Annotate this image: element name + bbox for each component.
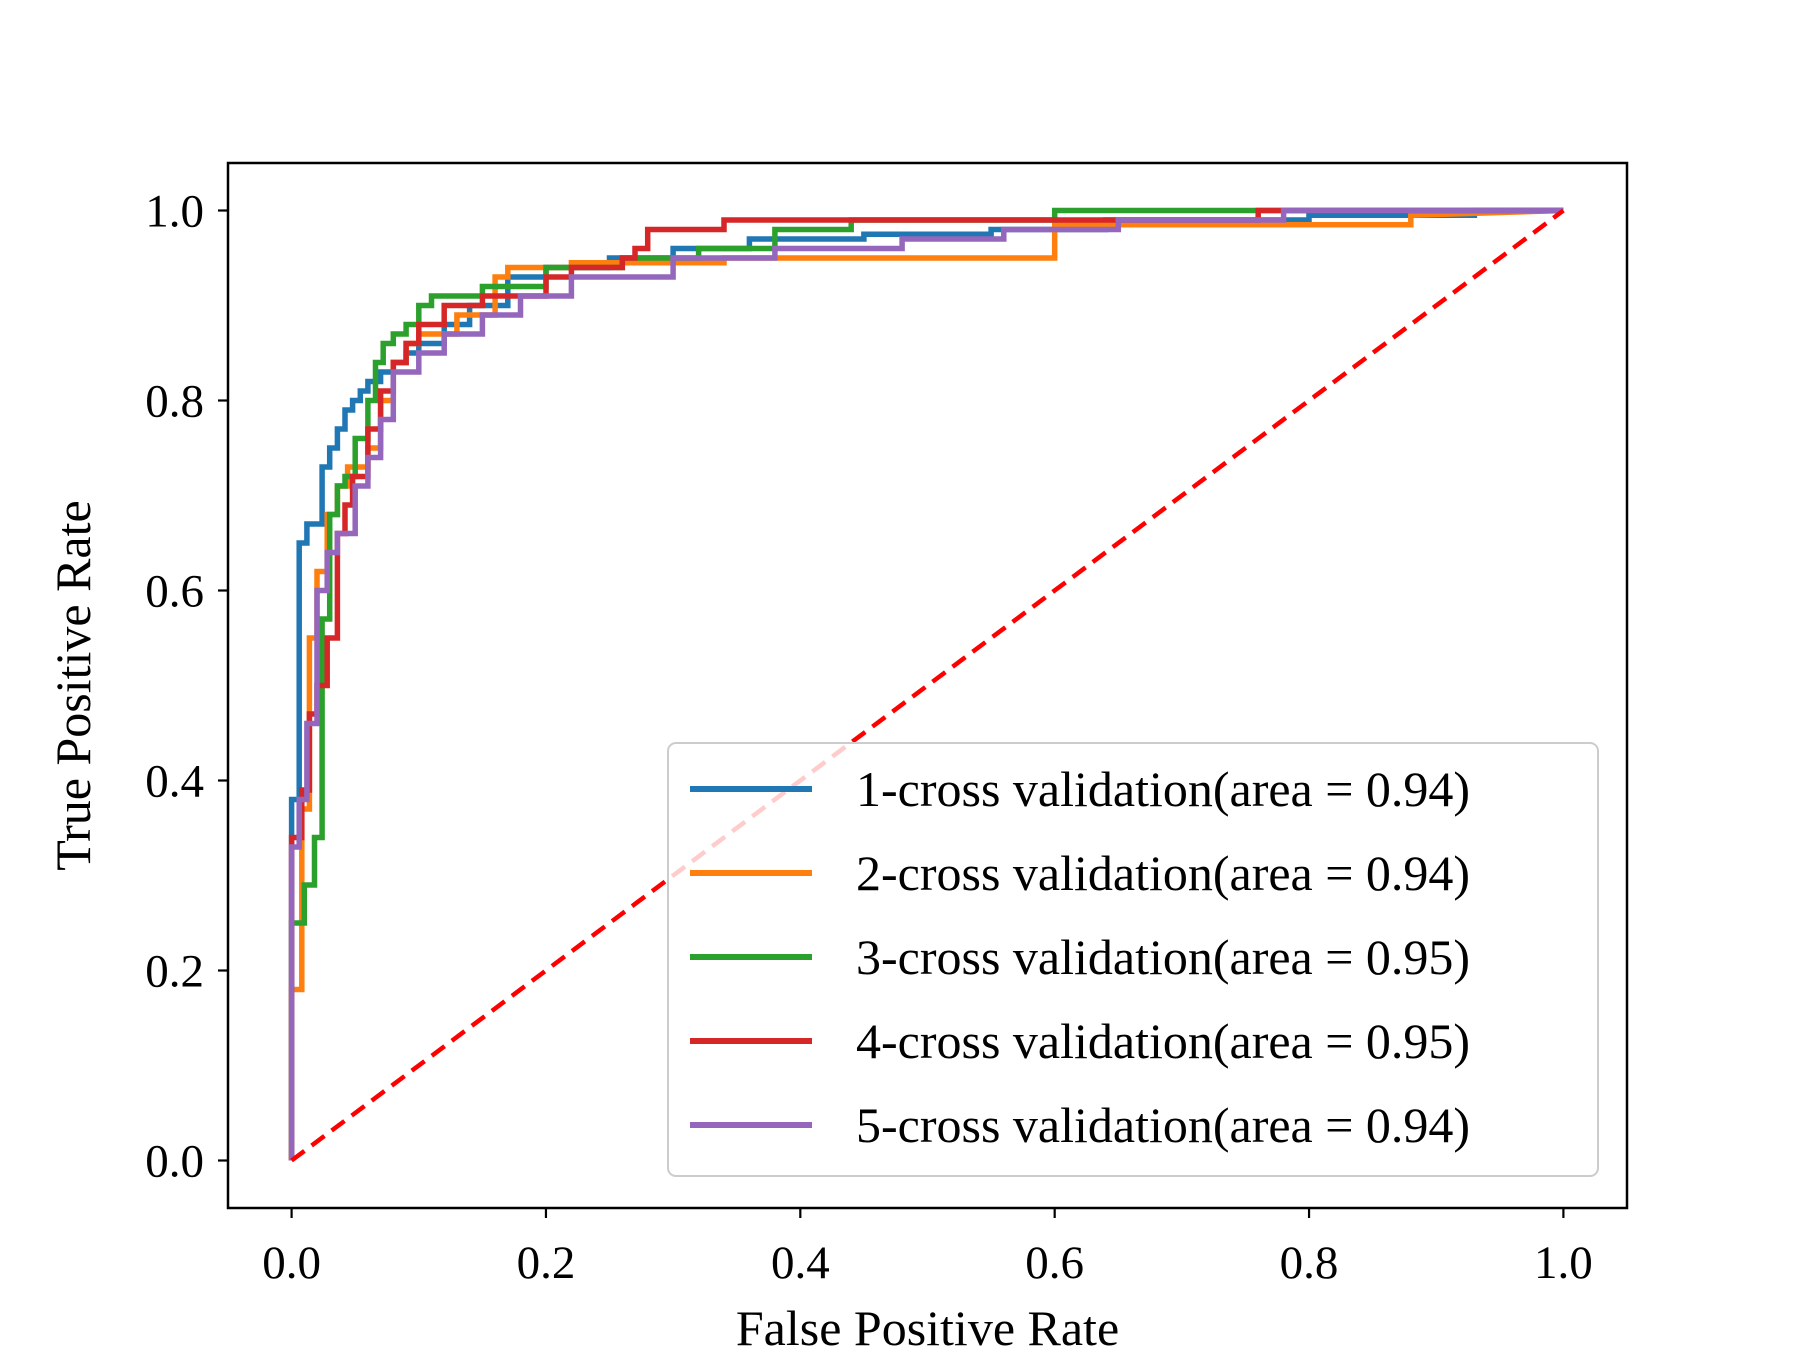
y-tick-label: 0.2 <box>145 946 204 998</box>
legend: 1-cross validation(area = 0.94) 2-cross v… <box>667 742 1599 1177</box>
y-tick-label: 0.0 <box>145 1136 204 1188</box>
y-tick-label: 0.6 <box>145 566 204 618</box>
y-tick-label: 0.4 <box>145 756 204 808</box>
x-tick-label: 0.8 <box>1280 1237 1339 1289</box>
legend-label-5: 5-cross validation(area = 0.94) <box>856 1097 1470 1153</box>
series-line-5 <box>288 207 1564 1161</box>
y-tick-label: 0.8 <box>145 376 204 428</box>
plot-area <box>288 207 1565 1163</box>
reference-diagonal-line <box>290 208 1565 1163</box>
legend-label-2: 2-cross validation(area = 0.94) <box>856 845 1470 901</box>
legend-label-3: 3-cross validation(area = 0.95) <box>856 929 1470 985</box>
x-tick-label: 0.0 <box>262 1237 321 1289</box>
x-tick-label: 0.4 <box>771 1237 830 1289</box>
legend-label-4: 4-cross validation(area = 0.95) <box>856 1013 1470 1069</box>
series-line-4 <box>288 207 1564 1161</box>
x-axis-label: False Positive Rate <box>736 1300 1119 1350</box>
y-tick-label: 1.0 <box>145 186 204 238</box>
y-axis-label: True Positive Rate <box>45 500 101 870</box>
x-tick-label: 0.6 <box>1025 1237 1084 1289</box>
legend-box <box>667 742 1599 1177</box>
series-line-3 <box>288 207 1564 1161</box>
x-tick-label: 0.2 <box>517 1237 576 1289</box>
legend-label-1: 1-cross validation(area = 0.94) <box>856 761 1470 817</box>
x-tick-label: 1.0 <box>1534 1237 1593 1289</box>
axes: 0.0 0.2 0.4 0.6 0.8 1.0 0.0 0.2 0.4 0.6 0.8 1.0 Fals… <box>45 161 1629 1350</box>
axes-frame <box>226 161 1629 1210</box>
